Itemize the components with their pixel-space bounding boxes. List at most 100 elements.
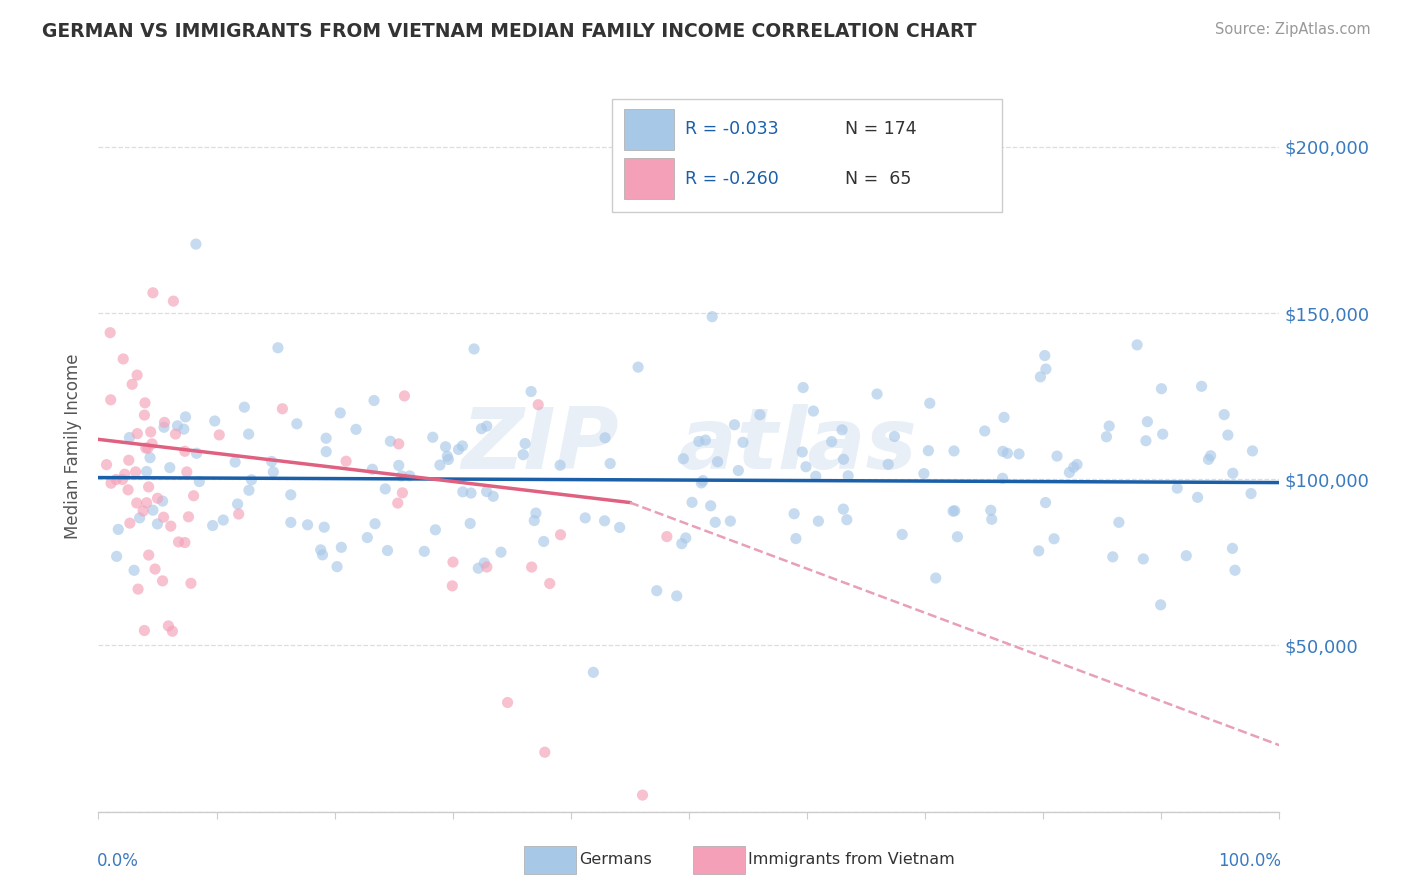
Point (228, 507, 250, 521)
Point (122, 563, 145, 577)
Point (451, 484, 474, 499)
Point (803, 404, 825, 418)
Point (105, 549, 128, 564)
Point (138, 480, 160, 494)
Point (672, 451, 695, 466)
Text: N =  65: N = 65 (845, 170, 911, 188)
Text: R = -0.033: R = -0.033 (685, 120, 779, 138)
Point (118, 516, 141, 530)
Point (699, 499, 721, 513)
Point (364, 516, 387, 531)
Point (447, 442, 470, 457)
Point (183, 489, 205, 503)
Point (458, 516, 481, 531)
Point (153, 420, 176, 434)
Point (460, 486, 482, 500)
Point (124, 465, 146, 479)
Point (645, 583, 668, 598)
Point (262, 465, 284, 479)
Point (1029, 369, 1052, 384)
Point (794, 459, 817, 474)
Point (520, 560, 543, 574)
Point (783, 507, 806, 521)
Point (134, 624, 156, 638)
Point (695, 433, 717, 447)
Text: GERMAN VS IMMIGRANTS FROM VIETNAM MEDIAN FAMILY INCOME CORRELATION CHART: GERMAN VS IMMIGRANTS FROM VIETNAM MEDIAN… (42, 22, 977, 41)
Point (731, 435, 754, 450)
Point (176, 465, 198, 479)
Point (533, 745, 555, 759)
Point (280, 488, 302, 502)
Text: 0.0%: 0.0% (97, 852, 139, 870)
Point (174, 535, 197, 549)
Point (118, 453, 141, 467)
Point (1241, 444, 1264, 458)
Point (482, 489, 505, 503)
Point (208, 428, 231, 442)
Text: 100.0%: 100.0% (1218, 852, 1281, 870)
Point (434, 440, 457, 454)
Point (1028, 544, 1050, 558)
Point (627, 360, 650, 375)
Point (167, 535, 190, 549)
Point (665, 589, 688, 603)
Point (136, 441, 159, 455)
Point (159, 460, 181, 475)
Point (472, 556, 495, 570)
Point (1216, 428, 1239, 442)
Point (527, 398, 550, 412)
Point (792, 380, 814, 394)
Point (388, 458, 411, 473)
Point (1101, 549, 1123, 564)
Point (831, 423, 853, 437)
Point (391, 485, 413, 500)
Point (441, 555, 464, 569)
Point (1043, 532, 1066, 546)
Point (512, 448, 534, 462)
Point (114, 467, 136, 482)
Point (655, 530, 678, 544)
Point (513, 436, 536, 450)
Text: N = 174: N = 174 (845, 120, 917, 138)
Point (835, 513, 858, 527)
Point (1199, 449, 1222, 463)
Point (675, 531, 697, 545)
Point (550, 527, 572, 541)
Point (1223, 563, 1246, 577)
Point (1046, 449, 1069, 463)
Point (153, 416, 176, 430)
Point (152, 574, 174, 588)
Y-axis label: Median Family Income: Median Family Income (65, 353, 83, 539)
Point (917, 443, 939, 458)
Point (475, 560, 498, 574)
Point (127, 426, 149, 441)
Point (201, 518, 224, 533)
Point (441, 579, 464, 593)
Point (748, 408, 770, 422)
Point (387, 496, 409, 510)
Point (1095, 430, 1118, 444)
Point (1132, 552, 1154, 566)
Point (538, 576, 561, 591)
Point (128, 511, 150, 525)
Point (226, 497, 249, 511)
Point (489, 545, 512, 559)
Point (912, 467, 935, 481)
Point (105, 473, 128, 487)
Point (139, 425, 162, 439)
Point (804, 469, 827, 483)
Point (118, 430, 141, 444)
Point (138, 548, 160, 562)
Point (260, 454, 283, 468)
Point (702, 310, 724, 324)
Point (475, 419, 498, 434)
Point (224, 455, 246, 469)
Point (470, 422, 492, 436)
Point (271, 401, 294, 416)
Point (356, 531, 378, 545)
Point (943, 504, 966, 518)
Point (1150, 382, 1173, 396)
Point (1222, 467, 1244, 481)
Point (1126, 338, 1149, 352)
Point (180, 576, 202, 591)
